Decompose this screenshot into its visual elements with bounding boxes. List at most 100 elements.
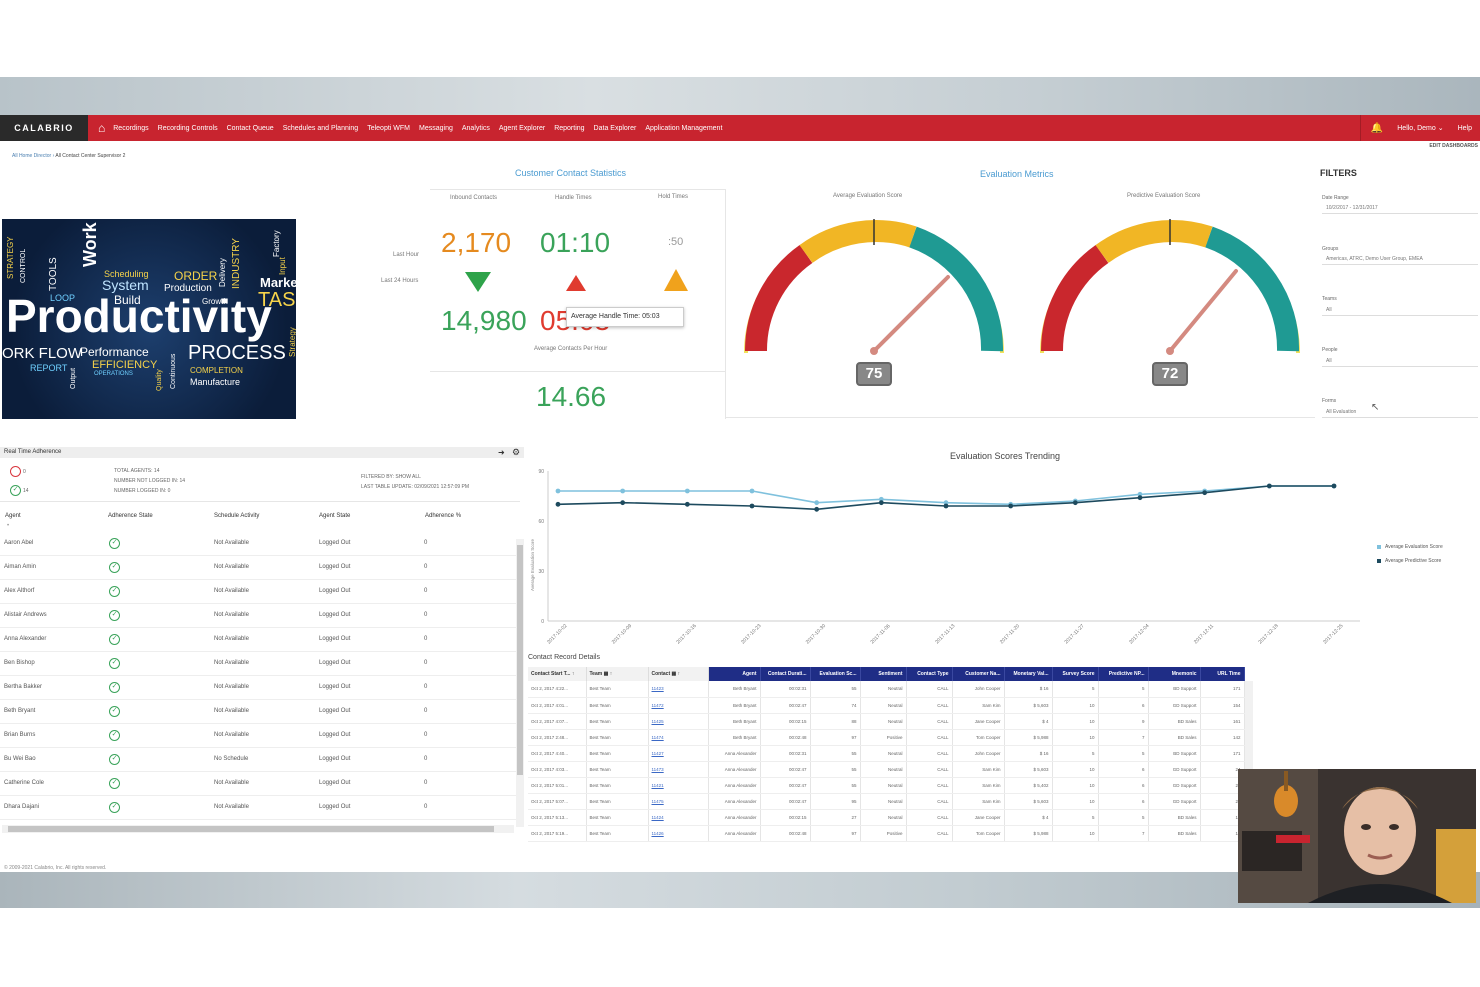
user-menu[interactable]: Hello, Demo ⌄ [1397,124,1443,132]
col-evaluation-score[interactable]: Evaluation Sc... [810,667,861,681]
crd-table-row[interactable]: Oct 2, 2017 4:22... Best Team 11423 Beth Br… [528,681,1245,698]
rta-row[interactable]: Alistair Andrews ✓ Not Available Logged Out… [0,604,516,628]
rta-row[interactable]: Aiman Amin ✓ Not Available Logged Out 0 [0,556,516,580]
data-point [1266,483,1272,489]
nav-analytics[interactable]: Analytics [461,124,490,132]
crd-cell: $ 5,603 [1004,761,1053,778]
sort-up-icon: ↑ [677,671,681,677]
home-icon[interactable]: ⌂ [98,121,106,135]
crd-cell: Oct 2, 2017 4:07... [528,713,587,730]
calabrio-logo[interactable]: CALABRIO [0,115,88,141]
contact-link[interactable]: 11474 [648,729,709,746]
col-contact-duration[interactable]: Contact Durati... [760,667,811,681]
nav-reporting[interactable]: Reporting [554,124,585,132]
contact-record-details-title: Contact Record Details [528,654,600,661]
crd-table-row[interactable]: Oct 2, 2017 5:01... Best Team 11421 Anna Al… [528,777,1245,794]
nav-agent-explorer[interactable]: Agent Explorer [498,124,546,132]
legend-evaluation-score[interactable]: Average Evaluation Score [1385,544,1443,550]
breadcrumb-home[interactable]: All Home Director [12,153,52,159]
col-predictive-nps[interactable]: Predictive NP... [1098,667,1149,681]
gear-icon[interactable]: ⚙ [512,447,521,457]
crd-table-row[interactable]: Oct 2, 2017 2:48... Best Team 11474 Beth Br… [528,729,1245,746]
rta-row[interactable]: Alex Althorf ✓ Not Available Logged Out 0 [0,580,516,604]
data-point [943,500,949,506]
rta-vertical-scroll-thumb[interactable] [517,545,523,775]
col-agent[interactable]: Agent [708,667,761,681]
col-monetary-value[interactable]: Monetary Val... [1004,667,1053,681]
rta-row[interactable]: Catherine Cole ✓ Not Available Logged Out 0 [0,772,516,796]
wordcloud-word: REPORT [30,363,68,373]
nav-teleopti-wfm[interactable]: Teleopti WFM [367,124,410,132]
nav-recordings[interactable]: Recordings [113,124,149,132]
rta-row[interactable]: Brian Burns ✓ Not Available Logged Out 0 [0,724,516,748]
col-sentiment[interactable]: Sentiment [860,667,907,681]
rta-row[interactable]: Ben Bishop ✓ Not Available Logged Out 0 [0,652,516,676]
contact-link[interactable]: 11426 [648,825,709,842]
col-contact-start[interactable]: Contact Start T... ↑ [528,667,587,681]
col-adherence-pct[interactable]: Adherence % [425,513,462,519]
crd-table-row[interactable]: Oct 2, 2017 5:13... Best Team 11424 Anna Al… [528,809,1245,826]
rta-row[interactable]: Bu Wei Bao ✓ No Schedule Logged Out 0 [0,748,516,772]
filter-teams[interactable]: All [1322,307,1478,316]
contact-link[interactable]: 11425 [648,713,709,730]
contact-link[interactable]: 11473 [648,761,709,778]
help-link[interactable]: Help [1457,124,1472,132]
crd-cell: Neutral [860,681,907,698]
filter-forms[interactable]: All Evaluation [1322,409,1478,418]
col-schedule-activity[interactable]: Schedule Activity [214,513,260,519]
crd-cell: 74 [810,697,861,714]
nav-messaging[interactable]: Messaging [419,124,453,132]
filter-groups[interactable]: Americas, ATRC, Demo User Group, EMEA [1322,256,1478,265]
crd-table-row[interactable]: Oct 2, 2017 4:07... Best Team 11425 Beth Br… [528,713,1245,730]
nav-data-explorer[interactable]: Data Explorer [593,124,637,132]
col-contact-type[interactable]: Contact Type [906,667,953,681]
col-inbound-contacts: Inbound Contacts [450,195,498,201]
contact-link[interactable]: 11472 [648,697,709,714]
col-contact[interactable]: Contact ▦ ↑ [648,667,709,681]
crd-table-row[interactable]: Oct 2, 2017 4:40... Best Team 11427 Anna Al… [528,745,1245,762]
bell-icon[interactable]: 🔔 [1370,122,1384,134]
rta-row[interactable]: Anna Alexander ✓ Not Available Logged Out 0 [0,628,516,652]
contact-link[interactable]: 11423 [648,681,709,698]
nav-contact-queue[interactable]: Contact Queue [226,124,274,132]
rta-horizontal-scroll-thumb[interactable] [8,826,494,832]
rta-row[interactable]: Bertha Bakker ✓ Not Available Logged Out 0 [0,676,516,700]
contact-link[interactable]: 11424 [648,809,709,826]
nav-schedules-and-planning[interactable]: Schedules and Planning [282,124,359,132]
filter-people[interactable]: All [1322,358,1478,367]
crd-table-row[interactable]: Oct 2, 2017 5:19... Best Team 11426 Anna Al… [528,825,1245,842]
col-handle-times: Handle Times [555,195,592,201]
col-adherence-state[interactable]: Adherence State [108,513,153,519]
crd-cell: Neutral [860,761,907,778]
nav-recording-controls[interactable]: Recording Controls [157,124,218,132]
contact-link[interactable]: 11421 [648,777,709,794]
sort-icon[interactable]: • [7,523,10,529]
expand-icon[interactable]: ➜ [498,448,505,457]
crd-table-row[interactable]: Oct 2, 2017 5:07... Best Team 11475 Anna Al… [528,793,1245,810]
legend-predictive-score[interactable]: Average Predictive Score [1385,558,1442,564]
col-customer-name[interactable]: Customer Na... [952,667,1005,681]
crd-table-row[interactable]: Oct 2, 2017 4:01... Best Team 11472 Beth Br… [528,697,1245,714]
col-url-time[interactable]: URL Time [1200,667,1245,681]
rta-row[interactable]: Dhara Dajani ✓ Not Available Logged Out 0 [0,796,516,820]
data-point [1008,503,1014,509]
agent-name: Anna Alexander [4,636,47,642]
avg-eval-score-value: 75 [856,362,892,386]
filter-date-range[interactable]: 10/2/2017 - 12/31/2017 [1322,205,1478,214]
wordcloud-word: LOOP [50,293,76,303]
rta-title: Real Time Adherence [4,449,62,455]
check-circle-icon: ✓ [109,586,120,597]
col-agent-state[interactable]: Agent State [319,513,351,519]
rta-row[interactable]: Beth Bryant ✓ Not Available Logged Out 0 [0,700,516,724]
rta-row[interactable]: Aaron Abel ✓ Not Available Logged Out 0 [0,532,516,556]
edit-dashboards-link[interactable]: EDIT DASHBOARDS [1429,143,1478,149]
col-mnemonic[interactable]: Mnemonic [1148,667,1201,681]
crd-table-row[interactable]: Oct 2, 2017 4:03... Best Team 11473 Anna Al… [528,761,1245,778]
col-team[interactable]: Team ▦ ↑ [586,667,649,681]
crd-vertical-scrollbar[interactable] [1245,681,1253,851]
contact-link[interactable]: 11475 [648,793,709,810]
contact-link[interactable]: 11427 [648,745,709,762]
col-survey-score[interactable]: Survey Score [1052,667,1099,681]
nav-application-management[interactable]: Application Management [645,124,723,132]
col-agent[interactable]: Agent [5,513,21,519]
